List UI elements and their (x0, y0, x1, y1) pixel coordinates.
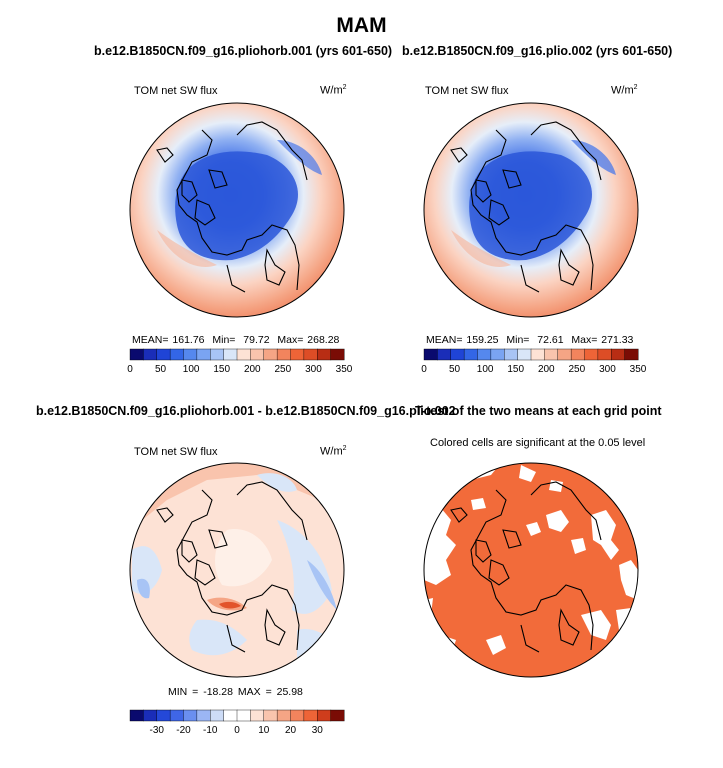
colorbar-swatch (263, 709, 278, 722)
colorbar-swatch (330, 709, 345, 722)
colorbar-swatch (236, 348, 251, 361)
colorbar-swatch (156, 709, 171, 722)
colorbar-swatch (463, 348, 479, 361)
colorbar-swatch (330, 348, 345, 361)
page-title: MAM (336, 14, 387, 37)
colorbar-tick-label: 200 (244, 364, 261, 375)
panel-subtitle-bottom-right: Colored cells are significant at the 0.0… (430, 437, 646, 449)
colorbar-swatch (597, 348, 612, 361)
colorbar-swatch (584, 348, 599, 361)
colorbar-tick-label: 0 (421, 364, 427, 375)
colorbar-tick-label: 20 (285, 725, 297, 736)
colorbar-tick-label: 0 (127, 364, 133, 375)
colorbar-tick-label: 200 (538, 364, 555, 375)
variable-label-top-left: TOM net SW flux (134, 85, 218, 97)
colorbar-swatch (290, 709, 305, 722)
colorbar-swatch (504, 348, 519, 361)
colorbar-swatch (223, 348, 238, 361)
panel-title-bottom-left: b.e12.B1850CN.f09_g16.pliohorb.001 - b.e… (36, 404, 456, 418)
colorbar-swatch (143, 348, 158, 361)
colorbar-swatch (303, 348, 318, 361)
colorbar-swatch (437, 348, 452, 361)
polar-map-top-left (129, 102, 345, 318)
colorbar-swatch (156, 348, 171, 361)
panel-title-top-left: b.e12.B1850CN.f09_g16.pliohorb.001 (yrs … (94, 44, 393, 58)
colorbar-swatch (169, 348, 185, 361)
colorbar-swatch (530, 348, 545, 361)
colorbar-swatch (210, 709, 225, 722)
stats-top-left: MEAN= 161.76 Min= 79.72 Max= 268.28 (132, 334, 340, 346)
colorbar-swatch (477, 348, 492, 361)
colorbar-swatch (557, 348, 572, 361)
colorbar-swatch (169, 709, 185, 722)
colorbar-tick-label: 300 (305, 364, 322, 375)
colorbar-swatch (276, 709, 292, 722)
colorbar-tick-label: 250 (569, 364, 586, 375)
colorbar-swatch (129, 709, 144, 722)
colorbar-tick-label: 100 (183, 364, 200, 375)
units-label-top-left: W/m2 (320, 84, 347, 97)
colorbar-swatch (624, 348, 639, 361)
colorbar-swatch (263, 348, 278, 361)
colorbar-bottom-left: -30 -20 -10 0 10 20 30 (129, 709, 345, 736)
colorbar-tick-label: 350 (630, 364, 647, 375)
colorbar-swatch (517, 348, 532, 361)
colorbar-swatch (423, 348, 438, 361)
units-label-bottom-left: W/m2 (320, 445, 347, 458)
colorbar-swatch (303, 709, 318, 722)
colorbar-tick-label: 50 (449, 364, 461, 375)
colorbar-swatch (236, 709, 251, 722)
colorbar-swatch (450, 348, 465, 361)
colorbar-tick-label: 350 (336, 364, 353, 375)
colorbar-swatch (183, 348, 198, 361)
colorbar-tick-label: -30 (150, 725, 165, 736)
colorbar-swatch (317, 709, 332, 722)
polar-map-bottom-right (423, 462, 639, 678)
colorbar-swatch (129, 348, 144, 361)
colorbar-tick-label: -10 (203, 725, 218, 736)
colorbar-tick-label: 100 (477, 364, 494, 375)
colorbar-swatch (183, 709, 198, 722)
colorbar-swatch (196, 709, 211, 722)
panel-title-top-right: b.e12.B1850CN.f09_g16.plio.002 (yrs 601-… (402, 44, 673, 58)
units-label-top-right: W/m2 (611, 84, 638, 97)
stats-bottom-left: MIN = -18.28 MAX = 25.98 (168, 686, 303, 698)
colorbar-swatch (490, 348, 505, 361)
colorbar-swatch (290, 348, 305, 361)
colorbar-swatch (250, 709, 265, 722)
colorbar-swatch (544, 348, 559, 361)
colorbar-top-right: 0 50 100 150 200 250 300 350 (421, 348, 647, 375)
colorbar-tick-label: -20 (176, 725, 191, 736)
colorbar-tick-label: 50 (155, 364, 167, 375)
colorbar-tick-label: 30 (312, 725, 324, 736)
colorbar-tick-label: 150 (213, 364, 230, 375)
colorbar-swatch (317, 348, 332, 361)
colorbar-tick-label: 300 (599, 364, 616, 375)
colorbar-swatch (210, 348, 225, 361)
colorbar-swatch (570, 348, 586, 361)
colorbar-swatch (250, 348, 265, 361)
colorbar-swatch (276, 348, 292, 361)
colorbar-swatch (196, 348, 211, 361)
variable-label-bottom-left: TOM net SW flux (134, 446, 218, 458)
colorbar-tick-label: 10 (258, 725, 270, 736)
panel-title-bottom-right: T-test of the two means at each grid poi… (415, 404, 662, 418)
colorbar-tick-label: 150 (507, 364, 524, 375)
colorbar-tick-label: 250 (275, 364, 292, 375)
stats-top-right: MEAN= 159.25 Min= 72.61 Max= 271.33 (426, 334, 634, 346)
variable-label-top-right: TOM net SW flux (425, 85, 509, 97)
colorbar-tick-label: 0 (234, 725, 240, 736)
colorbar-swatch (223, 709, 238, 722)
polar-map-top-right (423, 102, 639, 318)
colorbar-swatch (611, 348, 626, 361)
polar-map-bottom-left (129, 462, 345, 678)
colorbar-swatch (143, 709, 158, 722)
colorbar-top-left: 0 50 100 150 200 250 300 350 (127, 348, 353, 375)
